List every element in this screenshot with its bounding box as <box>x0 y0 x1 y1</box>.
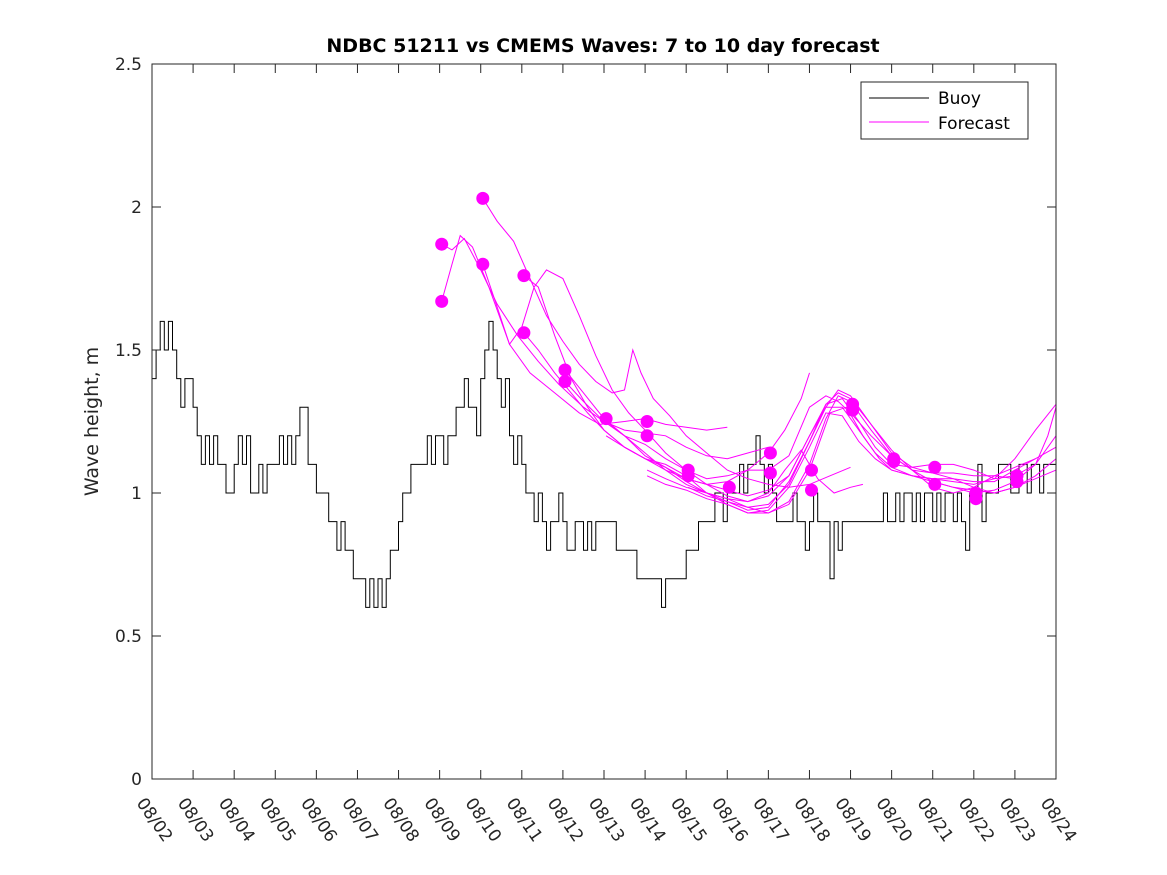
forecast-start-marker <box>887 455 901 468</box>
legend-box <box>860 81 1029 140</box>
forecast-start-marker <box>558 375 572 388</box>
forecast-line <box>687 406 1057 514</box>
forecast-start-marker <box>1010 475 1024 489</box>
legend-forecast-label: Forecast <box>938 114 1010 134</box>
forecast-start-marker <box>969 492 983 506</box>
forecast-line <box>523 332 1036 503</box>
forecast-line <box>646 403 1057 514</box>
forecast-start-marker <box>640 429 654 443</box>
plot-area: 00.511.522.5 08/0208/0308/0408/0508/0608… <box>115 55 1080 846</box>
forecast-start-marker <box>435 237 449 251</box>
y-axis: 0 0.5 1 1.5 2 2.5 <box>115 55 1056 790</box>
chart-title: NDBC 51211 vs CMEMS Waves: 7 to 10 day f… <box>326 35 879 57</box>
buoy-line <box>152 320 1056 608</box>
forecast-start-marker <box>928 460 942 474</box>
forecast-start-marker <box>599 412 613 426</box>
forecast-start-marker <box>846 403 860 417</box>
forecast-start-marker <box>763 466 777 480</box>
y-tick-label: 2.5 <box>115 55 142 75</box>
forecast-start-marker <box>476 257 490 271</box>
y-tick-label: 0 <box>131 770 142 790</box>
forecast-start-marker <box>805 463 818 477</box>
y-tick-label: 1.5 <box>115 341 142 361</box>
forecast-line <box>441 234 728 431</box>
y-axis-label: Wave height, m <box>81 347 103 496</box>
forecast-line <box>564 369 1057 497</box>
forecast-start-marker <box>558 363 572 377</box>
y-tick-label: 1 <box>131 484 142 504</box>
y-tick-label: 2 <box>131 198 142 218</box>
forecast-start-marker <box>805 483 818 497</box>
forecast-start-marker <box>681 469 695 483</box>
forecast-start-marker <box>476 191 490 205</box>
forecast-line <box>482 264 864 503</box>
forecast-start-marker <box>722 480 736 494</box>
buoy-series <box>152 320 1056 608</box>
forecast-start-marker <box>928 477 942 491</box>
forecast-line <box>605 372 810 485</box>
forecast-start-marker <box>640 415 654 428</box>
forecast-start-marker <box>435 294 449 308</box>
y-tick-label: 0.5 <box>115 627 142 647</box>
legend: Buoy Forecast <box>860 81 1029 140</box>
forecast-start-markers <box>435 191 1024 506</box>
legend-buoy-label: Buoy <box>938 89 981 109</box>
forecast-start-marker <box>517 269 531 283</box>
forecast-start-marker <box>517 326 531 340</box>
forecast-start-marker <box>763 446 777 460</box>
